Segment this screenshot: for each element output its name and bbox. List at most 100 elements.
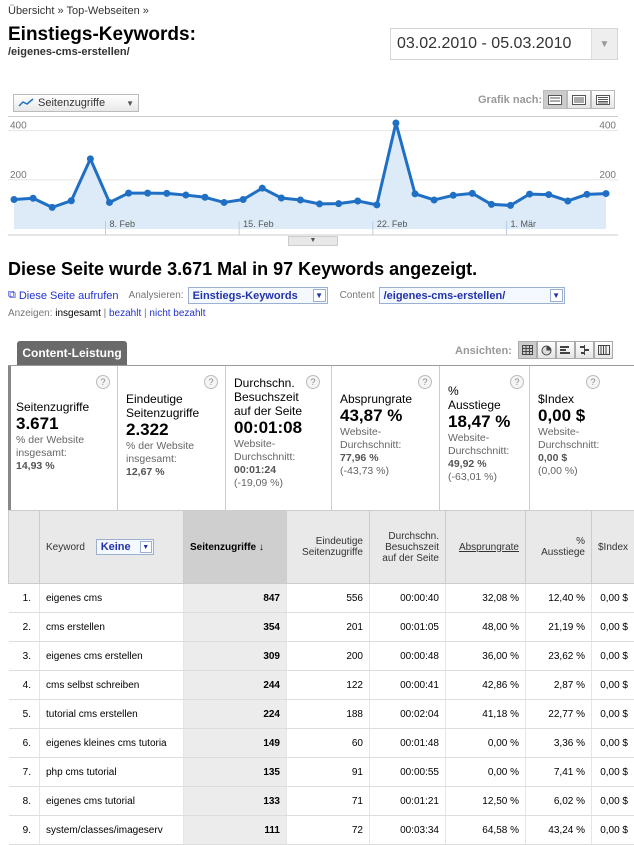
breadcrumb-separator: » [58,5,64,17]
row-unique-pageviews: 122 [287,671,370,700]
row-index: 1. [9,584,40,613]
graph-metric-select[interactable]: Seitenzugriffe ▼ [13,94,139,112]
header-pageviews[interactable]: Seitenzugriffe ↓ [184,511,287,584]
metric-bounce-rate: ? Absprungrate 43,87 % Website-Durchschn… [332,366,440,510]
metric-note: % der Website insgesamt: [16,434,111,460]
data-point [49,204,56,211]
data-point [68,197,75,204]
row-keyword[interactable]: cms erstellen [40,613,184,642]
keyword-filter-select[interactable]: Keine ▼ [96,539,154,555]
breadcrumb: Übersicht » Top-Webseiten » [8,5,149,17]
breadcrumb-overview[interactable]: Übersicht [8,5,54,17]
data-point [354,197,361,204]
metric-note-value: 00:01:24 [234,464,276,476]
metric-value: 2.322 [126,420,219,440]
row-keyword[interactable]: eigenes cms [40,584,184,613]
row-unique-pageviews: 188 [287,700,370,729]
date-range-picker[interactable]: 03.02.2010 - 05.03.2010 ▼ [390,28,618,60]
row-keyword[interactable]: system/classes/imageserv [40,816,184,845]
metric-value: 3.671 [16,414,111,434]
chevron-down-icon[interactable]: ▼ [591,29,617,59]
chart-collapse-toggle[interactable]: ▼ [288,236,338,246]
y-axis-label-right: 200 [599,170,616,181]
help-icon[interactable]: ? [586,375,600,389]
graph-by-week-button[interactable] [567,90,591,109]
row-keyword[interactable]: php cms tutorial [40,758,184,787]
breadcrumb-top-pages[interactable]: Top-Webseiten [67,5,140,17]
metric-accent-bar [8,366,11,510]
x-axis-label: 22. Feb [377,219,408,229]
help-icon[interactable]: ? [510,375,524,389]
row-index: 3. [9,642,40,671]
metric-value: 00:01:08 [234,418,325,438]
header-bounce-rate[interactable]: Absprungrate [446,511,526,584]
header-bounce-rate-label: Absprungrate [459,542,519,553]
metric-name: Eindeutige Seitenzugriffe [126,392,219,420]
pie-view-button[interactable] [537,341,556,359]
comparison-view-button[interactable] [575,341,594,359]
help-icon[interactable]: ? [306,375,320,389]
header-unique-pageviews[interactable]: Eindeutige Seitenzugriffe [287,511,370,584]
analyze-select[interactable]: Einstiegs-Keywords ▼ [188,287,328,304]
row-exit-rate: 6,02 % [526,787,592,816]
help-icon[interactable]: ? [204,375,218,389]
tab-content-performance[interactable]: Content-Leistung [17,341,127,365]
header-index [9,511,40,584]
bar-view-button[interactable] [556,341,575,359]
data-point [469,190,476,197]
header-dollar-index[interactable]: $Index [592,511,634,584]
content-select-value: /eigenes-cms-erstellen/ [384,290,506,302]
breadcrumb-separator: » [143,5,149,17]
row-unique-pageviews: 91 [287,758,370,787]
row-bounce-rate: 41,18 % [446,700,526,729]
pivot-view-button[interactable] [594,341,613,359]
show-unpaid-link[interactable]: nicht bezahlt [149,308,205,319]
data-point [297,196,304,203]
table-view-button[interactable] [518,341,537,359]
row-keyword[interactable]: cms selbst schreiben [40,671,184,700]
header-avg-time[interactable]: Durchschn. Besuchszeit auf der Seite [370,511,446,584]
graph-by-day-button[interactable] [543,90,567,109]
row-keyword[interactable]: tutorial cms erstellen [40,700,184,729]
bar-chart-icon [560,345,571,355]
row-pageviews: 224 [184,700,287,729]
row-bounce-rate: 0,00 % [446,758,526,787]
row-keyword[interactable]: eigenes kleines cms tutoria [40,729,184,758]
month-icon [596,95,610,105]
table-header-row: Keyword Keine ▼ Seitenzugriffe ↓ Eindeut… [9,511,634,584]
metric-note: Website-Durchschnitt: [538,426,628,452]
row-bounce-rate: 36,00 % [446,642,526,671]
open-page-link[interactable]: Diese Seite aufrufen [19,290,119,302]
help-icon[interactable]: ? [418,375,432,389]
summary-headline: Diese Seite wurde 3.671 Mal in 97 Keywor… [8,259,477,280]
row-pageviews: 111 [184,816,287,845]
header-exit-rate[interactable]: % Ausstiege [526,511,592,584]
show-paid-link[interactable]: bezahlt [109,308,141,319]
x-axis-label: 8. Feb [109,219,135,229]
grid-icon [522,345,533,355]
content-select[interactable]: /eigenes-cms-erstellen/ ▼ [379,287,565,304]
graph-by-month-button[interactable] [591,90,615,109]
help-icon[interactable]: ? [96,375,110,389]
metric-name: % Ausstiege [448,384,498,412]
analyze-label: Analysieren: [129,290,184,301]
data-point [201,194,208,201]
day-icon [548,95,562,105]
metric-note: Website-Durchschnitt: [340,426,433,452]
row-index: 8. [9,787,40,816]
data-point [603,190,610,197]
row-keyword[interactable]: eigenes cms erstellen [40,642,184,671]
row-keyword[interactable]: eigenes cms tutorial [40,787,184,816]
row-index: 7. [9,758,40,787]
